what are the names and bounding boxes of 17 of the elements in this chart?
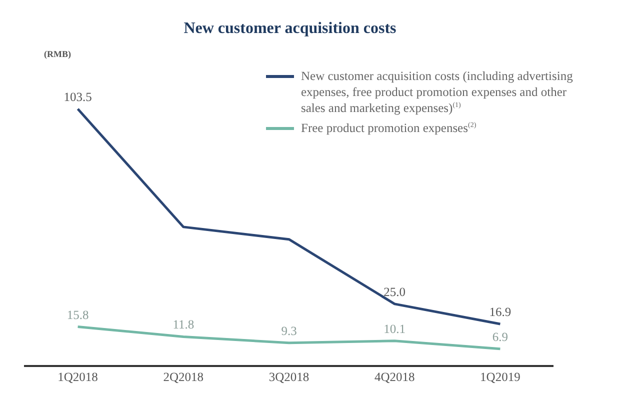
x-tick-label: 1Q2019 <box>480 370 520 384</box>
chart-title: New customer acquisition costs <box>182 20 398 38</box>
text: (RMB) <box>44 49 71 59</box>
x-tick-label: 1Q2018 <box>58 370 98 384</box>
data-label: 15.8 <box>66 308 89 322</box>
data-label: 16.9 <box>489 305 512 320</box>
x-tick-label: 2Q2018 <box>163 370 204 384</box>
data-label: 10.1 <box>384 322 406 336</box>
data-label: 6.9 <box>492 330 508 344</box>
data-label: 25.0 <box>384 284 406 299</box>
legend-label: Free product promotion expenses$^{(2)}$ <box>301 120 478 136</box>
data-label: 9.3 <box>281 324 297 338</box>
data-label: 103.5 <box>64 90 92 104</box>
legend-label: New customer acquisition costs (including advertising expenses, free product promotion expenses and other sales and marketing expenses)$^{(1)}$ <box>301 68 574 116</box>
x-tick-label: 3Q2018 <box>268 370 310 384</box>
x-tick-label: 4Q2018 <box>374 370 415 384</box>
data-label: 11.8 <box>172 318 194 332</box>
